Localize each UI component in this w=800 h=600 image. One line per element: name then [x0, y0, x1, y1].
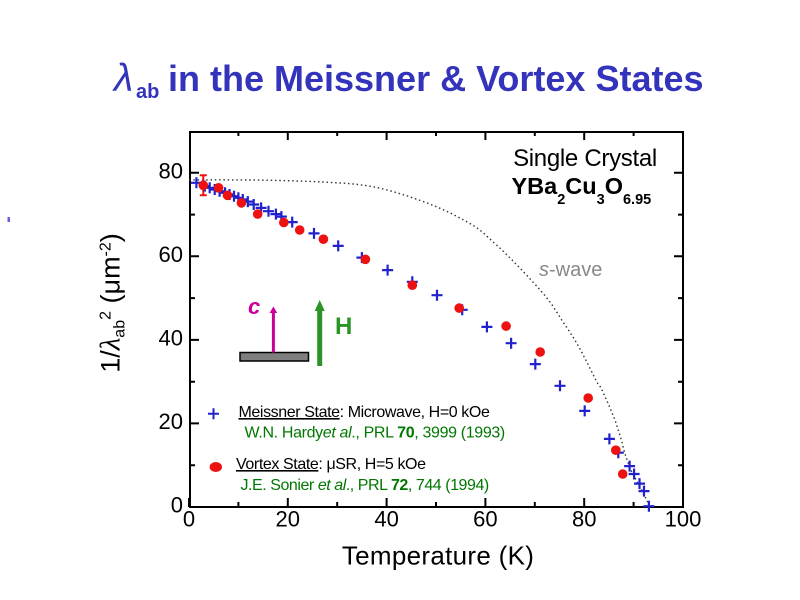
- svg-text:in the Meissner & Vortex State: in the Meissner & Vortex States: [168, 58, 704, 99]
- svg-text:Meissner State: Microwave, H=0: Meissner State: Microwave, H=0 kOe: [239, 404, 490, 421]
- svg-text:1/λab2 (μm-2): 1/λab2 (μm-2): [95, 233, 129, 373]
- svg-text:40: 40: [159, 326, 183, 351]
- svg-text:60: 60: [473, 507, 497, 532]
- svg-text:Temperature (K): Temperature (K): [342, 541, 534, 571]
- svg-text:J.E. Sonier et al., PRL 72, 74: J.E. Sonier et al., PRL 72, 744 (1994): [241, 477, 489, 494]
- svg-text:60: 60: [159, 242, 183, 267]
- svg-text:Single Crystal: Single Crystal: [513, 145, 657, 172]
- svg-text:Vortex State: μSR, H=5 kOe: Vortex State: μSR, H=5 kOe: [236, 456, 426, 473]
- svg-text:80: 80: [159, 159, 183, 184]
- svg-text:YBa2Cu3O6.95: YBa2Cu3O6.95: [512, 173, 652, 208]
- svg-text:H: H: [335, 313, 352, 340]
- svg-text:s-wave: s-wave: [539, 259, 602, 281]
- svg-text:20: 20: [276, 507, 300, 532]
- svg-text:40: 40: [374, 507, 398, 532]
- svg-text:W.N. Hardyet al., PRL 70, 3999: W.N. Hardyet al., PRL 70, 3999 (1993): [245, 425, 505, 442]
- svg-text:100: 100: [665, 507, 702, 532]
- svg-text:ab: ab: [136, 81, 159, 103]
- svg-text:80: 80: [572, 507, 596, 532]
- svg-text:20: 20: [159, 409, 183, 434]
- svg-text:c: c: [248, 294, 260, 319]
- svg-text:λ: λ: [112, 57, 133, 100]
- svg-text:0: 0: [171, 493, 183, 518]
- svg-text:0: 0: [183, 507, 195, 532]
